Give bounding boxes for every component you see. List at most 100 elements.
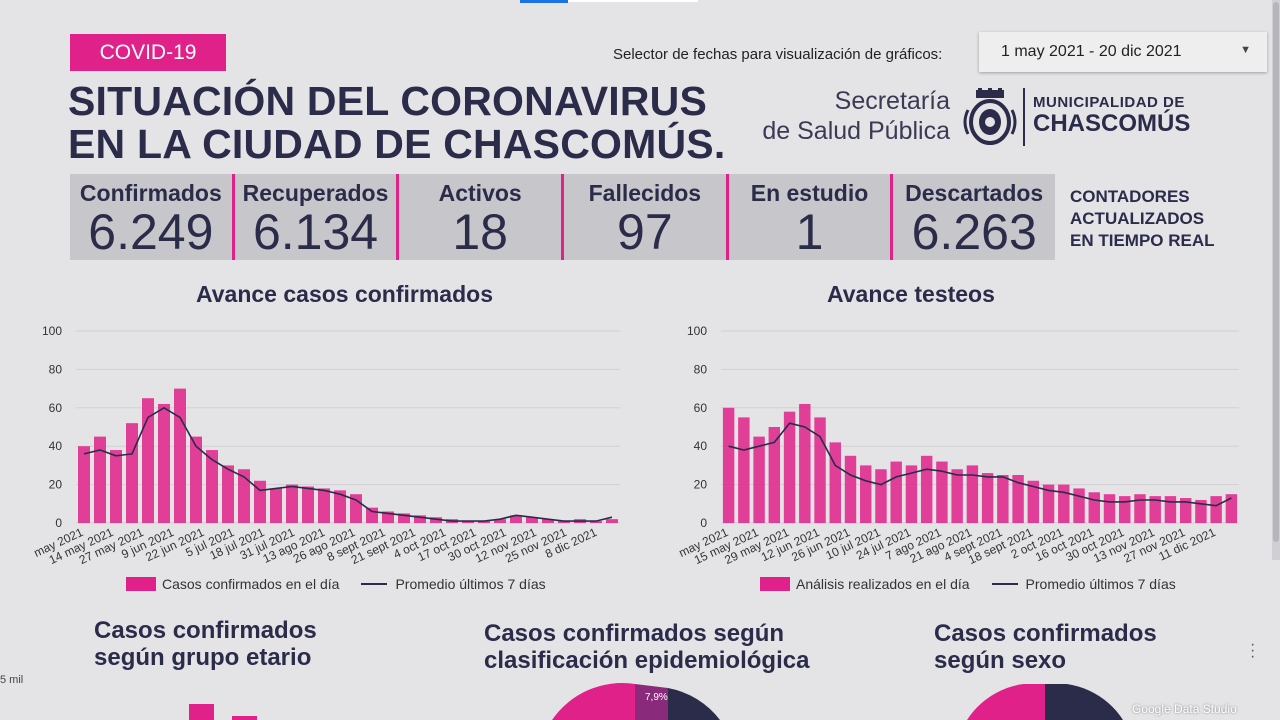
bar xyxy=(1027,480,1040,523)
bar xyxy=(462,521,474,523)
bar xyxy=(398,513,410,523)
vertical-scrollbar[interactable] xyxy=(1272,0,1280,560)
top-tab-indicator xyxy=(520,0,568,3)
cases-legend: Casos confirmados en el día Promedio últ… xyxy=(126,576,546,592)
epi-title-line-2: clasificación epidemiológica xyxy=(484,647,810,674)
bar xyxy=(753,436,765,523)
legend-bar-swatch xyxy=(760,577,790,591)
bar xyxy=(302,486,314,523)
bar xyxy=(844,455,857,523)
sex-pie-chart[interactable] xyxy=(965,684,1125,720)
counter-value: 6.134 xyxy=(252,204,379,260)
bar xyxy=(1012,475,1024,523)
bar xyxy=(1088,492,1100,523)
date-selector-label: Selector de fechas para visualización de… xyxy=(613,46,943,63)
counter-value: 18 xyxy=(452,204,508,260)
bar xyxy=(1073,488,1085,523)
y-tick-label: 40 xyxy=(694,439,708,453)
scrollbar-thumb[interactable] xyxy=(1273,2,1279,542)
pie-slice[interactable] xyxy=(668,688,720,720)
bar xyxy=(158,403,170,523)
bar xyxy=(1164,496,1177,523)
counter-recuperados: Recuperados 6.134 xyxy=(231,174,397,260)
muni-line-1: MUNICIPALIDAD DE xyxy=(1033,94,1185,111)
caret-down-icon: ▼ xyxy=(1240,44,1251,56)
y-tick-label: 100 xyxy=(42,324,62,338)
bar xyxy=(799,403,811,523)
bar xyxy=(366,507,378,523)
tests-chart-title: Avance testeos xyxy=(827,281,995,307)
age-title-line-2: según grupo etario xyxy=(94,644,312,671)
bar xyxy=(542,519,554,523)
age-bar[interactable] xyxy=(232,716,257,720)
bar xyxy=(590,521,602,523)
counter-label: Recuperados xyxy=(242,180,389,206)
pie-slice[interactable] xyxy=(635,684,670,720)
legend-line-swatch xyxy=(361,583,388,585)
counter-label: Activos xyxy=(438,180,522,206)
bar xyxy=(768,427,781,523)
y-tick-label: 100 xyxy=(687,324,707,338)
age-bar[interactable] xyxy=(189,704,214,720)
age-title-line-1: Casos confirmados xyxy=(94,617,317,644)
bar xyxy=(478,521,490,523)
bar xyxy=(142,398,154,523)
sex-title-line-2: según sexo xyxy=(934,647,1067,674)
bar xyxy=(738,417,750,523)
bar xyxy=(814,417,826,523)
y-tick-label: 80 xyxy=(49,362,63,376)
y-tick-label: 20 xyxy=(694,478,708,492)
bar xyxy=(510,515,522,523)
municipalidad-logo-text: MUNICIPALIDAD DE CHASCOMÚS xyxy=(1033,94,1190,137)
bar xyxy=(606,519,618,523)
avg-line xyxy=(83,406,613,522)
secretaria-line-2: de Salud Pública xyxy=(762,117,950,145)
counter-fallecidos: Fallecidos 97 xyxy=(561,174,726,260)
top-tab-line xyxy=(568,0,698,2)
date-range-selector[interactable]: 1 may 2021 - 20 dic 2021 ▼ xyxy=(979,32,1267,72)
bar xyxy=(110,450,122,523)
cases-chart-title: Avance casos confirmados xyxy=(196,281,493,307)
pie-slice[interactable] xyxy=(967,684,1045,720)
municipal-crest-icon xyxy=(963,88,1017,145)
bar xyxy=(1134,494,1146,523)
bar xyxy=(206,450,218,523)
bar xyxy=(1195,499,1207,523)
muni-line-2: CHASCOMÚS xyxy=(1033,110,1191,137)
counter-descartados: Descartados 6.263 xyxy=(890,174,1055,260)
bar xyxy=(190,436,202,523)
bar xyxy=(174,388,186,523)
google-data-studio-brand: Google Data Studio xyxy=(1132,702,1237,716)
bar xyxy=(430,517,442,523)
y-tick-label: 60 xyxy=(694,401,708,415)
legend-bar-swatch xyxy=(126,577,156,591)
realtime-note: CONTADORES ACTUALIZADOS EN TIEMPO REAL xyxy=(1070,186,1215,252)
y-tick-label: 0 xyxy=(700,516,707,530)
bar xyxy=(238,469,250,523)
counters-panel: Confirmados 6.249 Recuperados 6.134 Acti… xyxy=(70,174,1055,260)
epi-pie-chart[interactable]: 7,9% xyxy=(550,676,730,720)
pie-slice[interactable] xyxy=(552,683,635,720)
bar xyxy=(1058,484,1070,523)
realtime-line-2: ACTUALIZADOS xyxy=(1070,209,1205,228)
bar xyxy=(270,488,282,523)
more-options-icon[interactable]: · · · xyxy=(1250,636,1256,665)
y-tick-label: 0 xyxy=(55,516,62,530)
bar xyxy=(526,517,538,523)
epi-section-title: Casos confirmados según clasificación ep… xyxy=(484,620,809,674)
bar xyxy=(783,411,796,523)
bar xyxy=(1179,498,1192,523)
pie-slice[interactable] xyxy=(1045,684,1123,720)
bar xyxy=(494,519,506,523)
counter-value: 6.263 xyxy=(911,204,1037,260)
bar xyxy=(905,465,918,523)
counter-value: 1 xyxy=(795,204,824,260)
bar xyxy=(829,442,841,523)
date-range-value: 1 may 2021 - 20 dic 2021 xyxy=(1001,43,1182,60)
bar xyxy=(414,515,426,523)
sex-title-line-1: Casos confirmados xyxy=(934,620,1157,647)
bar xyxy=(126,423,138,523)
avg-line xyxy=(728,422,1232,507)
